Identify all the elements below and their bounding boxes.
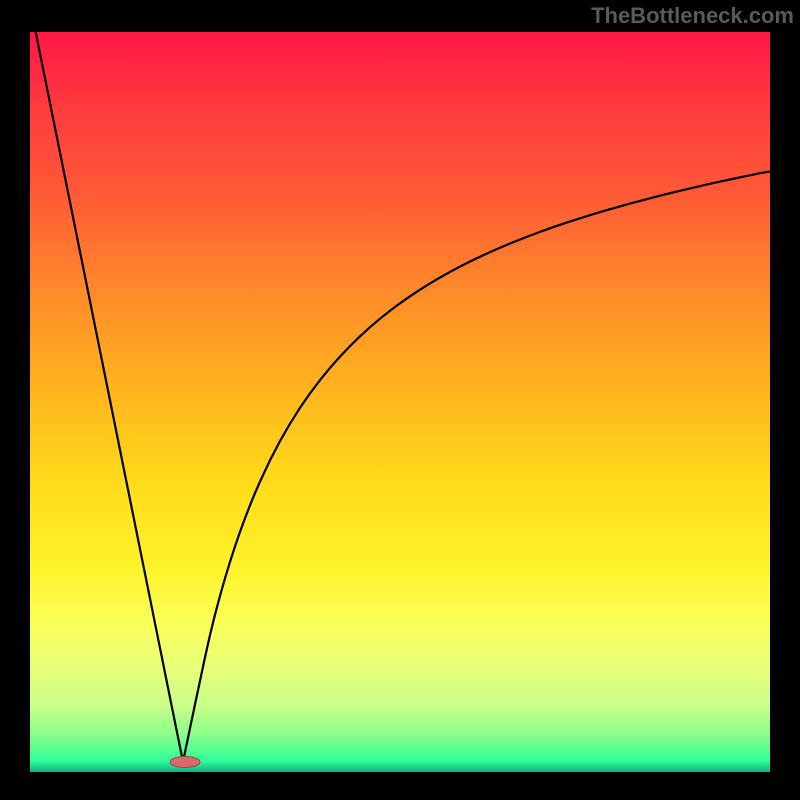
gradient-background xyxy=(30,32,770,772)
plot-area xyxy=(30,32,770,772)
chart-container: TheBottleneck.com xyxy=(0,0,800,800)
watermark-text: TheBottleneck.com xyxy=(591,3,794,29)
